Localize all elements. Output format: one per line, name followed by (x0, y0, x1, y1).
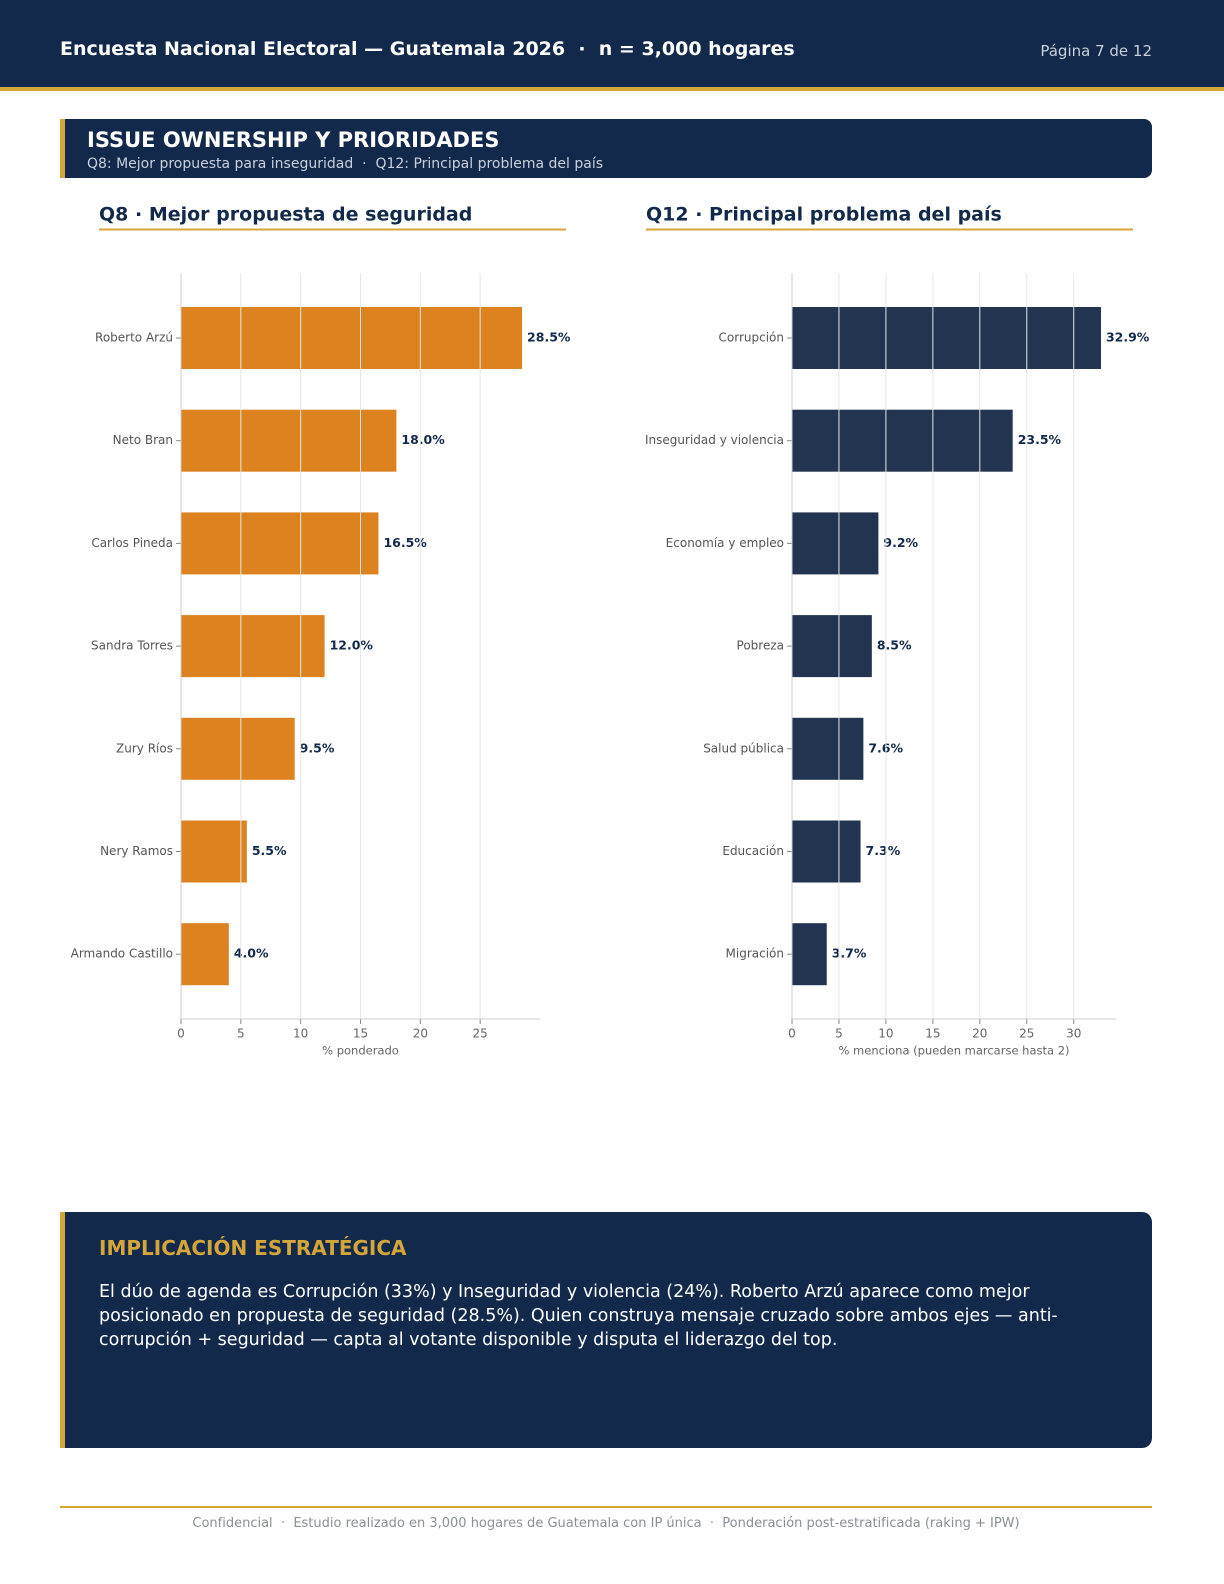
value-label: 9.5% (300, 740, 335, 755)
x-tick-label: 15 (353, 1027, 368, 1041)
bar (792, 307, 1101, 369)
value-label: 28.5% (527, 330, 571, 345)
x-tick-label: 10 (293, 1027, 308, 1041)
x-tick-label: 0 (177, 1027, 185, 1041)
category-label: Corrupción (719, 331, 784, 345)
bar (181, 820, 247, 883)
bar (792, 717, 864, 780)
category-label: Neto Bran (113, 433, 173, 447)
x-axis-label: % ponderado (322, 1044, 399, 1058)
value-label: 8.5% (877, 638, 912, 653)
chart-title: Q8 · Mejor propuesta de seguridad (99, 204, 472, 226)
category-label: Nery Ramos (100, 844, 173, 858)
value-label: 9.2% (883, 535, 918, 550)
category-label: Carlos Pineda (91, 536, 173, 550)
x-tick-label: 5 (835, 1027, 843, 1041)
page-number: Página 7 de 12 (1040, 42, 1152, 60)
x-axis-label: % menciona (pueden marcarse hasta 2) (838, 1044, 1069, 1058)
x-tick-label: 15 (925, 1027, 940, 1041)
bar (181, 409, 397, 472)
header-title: Encuesta Nacional Electoral — Guatemala … (60, 38, 795, 60)
value-label: 12.0% (330, 638, 374, 653)
bar (181, 615, 325, 678)
x-tick-label: 20 (972, 1027, 987, 1041)
category-label: Sandra Torres (91, 639, 173, 653)
x-tick-label: 5 (237, 1027, 245, 1041)
bar (792, 409, 1013, 472)
section-banner: ISSUE OWNERSHIP Y PRIORIDADES Q8: Mejor … (60, 119, 1152, 178)
category-label: Pobreza (737, 639, 784, 653)
value-label: 32.9% (1106, 330, 1150, 345)
category-label: Armando Castillo (71, 947, 173, 961)
chart-title: Q12 · Principal problema del país (646, 204, 1002, 226)
category-label: Economía y empleo (666, 536, 784, 550)
implication-title: IMPLICACIÓN ESTRATÉGICA (99, 1236, 407, 1260)
category-label: Roberto Arzú (95, 331, 173, 345)
bar (181, 717, 295, 780)
value-label: 23.5% (1018, 432, 1062, 447)
value-label: 16.5% (383, 535, 427, 550)
category-label: Inseguridad y violencia (645, 433, 784, 447)
category-label: Zury Ríos (116, 741, 173, 755)
charts: Q8 · Mejor propuesta de seguridad Roberto… (71, 204, 1150, 1058)
value-label: 5.5% (252, 843, 287, 858)
header-band: Encuesta Nacional Electoral — Guatemala … (0, 0, 1224, 91)
x-tick-label: 20 (413, 1027, 428, 1041)
footer-text: Confidencial · Estudio realizado en 3,00… (192, 1516, 1020, 1531)
bar (181, 923, 229, 986)
x-tick-label: 25 (1019, 1027, 1034, 1041)
bar (792, 923, 827, 986)
x-tick-label: 30 (1066, 1027, 1081, 1041)
implication-box: IMPLICACIÓN ESTRATÉGICA El dúo de agenda… (60, 1212, 1152, 1448)
footer-rule (60, 1506, 1152, 1508)
section-subtitle: Q8: Mejor propuesta para inseguridad · Q… (87, 156, 604, 172)
value-label: 7.3% (866, 843, 901, 858)
value-label: 3.7% (832, 946, 867, 961)
implication-text: El dúo de agenda es Corrupción (33%) y I… (99, 1282, 1058, 1350)
x-tick-label: 25 (473, 1027, 488, 1041)
category-label: Educación (722, 844, 784, 858)
bar (792, 512, 879, 575)
section-title: ISSUE OWNERSHIP Y PRIORIDADES (87, 128, 500, 152)
bar (792, 615, 872, 678)
value-label: 18.0% (401, 432, 445, 447)
value-label: 4.0% (234, 946, 269, 961)
category-label: Salud pública (703, 741, 784, 755)
category-label: Migración (726, 947, 784, 961)
bar (181, 307, 523, 369)
bar (792, 820, 861, 883)
x-tick-label: 0 (788, 1027, 796, 1041)
x-tick-label: 10 (878, 1027, 893, 1041)
bar (181, 512, 379, 575)
